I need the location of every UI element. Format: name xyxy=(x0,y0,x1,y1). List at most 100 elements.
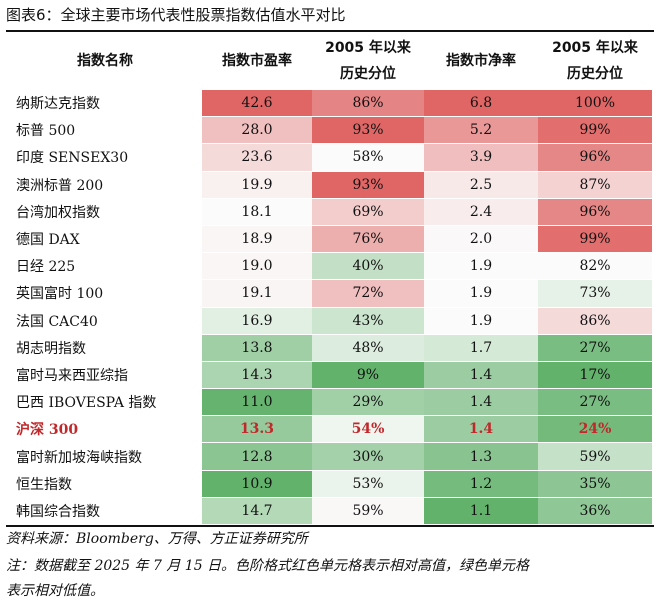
pe-percentile-cell: 72% xyxy=(312,279,424,307)
pb-percentile-cell: 36% xyxy=(538,496,652,524)
table-header: 指数名称 指数市盈率 2005 年以来 历史分位 指数市净率 2005 年以来 历史… xyxy=(8,33,652,89)
pe-percentile-cell: 58% xyxy=(312,143,424,171)
pe-percentile-cell: 30% xyxy=(312,442,424,470)
index-name-cell: 标普 500 xyxy=(8,116,202,143)
footnote-line2: 表示相对低值。 xyxy=(6,583,104,599)
pe-cell: 23.6 xyxy=(202,143,312,171)
table-title: 图表6：全球主要市场代表性股票指数估值水平对比 xyxy=(6,6,346,24)
table-row: 标普 500 28.0 93% 5.2 99% xyxy=(8,116,652,144)
index-name-cell: 英国富时 100 xyxy=(8,279,202,306)
pb-cell: 1.1 xyxy=(424,496,538,524)
pe-cell: 18.1 xyxy=(202,197,312,225)
pe-percentile-cell: 86% xyxy=(312,89,424,117)
bottom-rule xyxy=(6,525,654,527)
pe-percentile-cell: 43% xyxy=(312,306,424,334)
pb-cell: 1.2 xyxy=(424,469,538,497)
pe-percentile-cell: 40% xyxy=(312,252,424,280)
header-pb-pct-line1: 2005 年以来 xyxy=(552,40,638,56)
pb-cell: 1.9 xyxy=(424,252,538,280)
table-row: 富时马来西亚综指 14.3 9% 1.4 17% xyxy=(8,360,652,389)
table-row: 胡志明指数 13.8 48% 1.7 27% xyxy=(8,333,652,361)
index-name-cell: 纳斯达克指数 xyxy=(8,89,202,116)
pe-percentile-cell: 54% xyxy=(312,415,424,443)
pe-cell: 19.9 xyxy=(202,170,312,198)
pe-cell: 13.3 xyxy=(202,415,312,443)
pb-cell: 1.4 xyxy=(424,360,538,389)
pb-percentile-cell: 24% xyxy=(538,415,652,443)
pb-cell: 1.4 xyxy=(424,415,538,443)
pb-cell: 1.3 xyxy=(424,442,538,470)
table-row: 沪深 300 13.3 54% 1.4 24% xyxy=(8,415,652,443)
pb-percentile-cell: 99% xyxy=(538,116,652,144)
table-body: 纳斯达克指数 42.6 86% 6.8 100% 标普 500 28.0 93% 5.2 99% 印… xyxy=(8,89,652,524)
pe-percentile-cell: 9% xyxy=(312,360,424,389)
table-row: 巴西 IBOVESPA 指数 11.0 29% 1.4 27% xyxy=(8,388,652,416)
header-pe: 指数市盈率 xyxy=(222,53,292,69)
pe-cell: 42.6 xyxy=(202,89,312,117)
pb-percentile-cell: 17% xyxy=(538,360,652,389)
pb-cell: 2.4 xyxy=(424,197,538,225)
table-row: 韩国综合指数 14.7 59% 1.1 36% xyxy=(8,496,652,524)
pb-percentile-cell: 35% xyxy=(538,469,652,497)
pe-cell: 10.9 xyxy=(202,469,312,497)
pe-cell: 28.0 xyxy=(202,116,312,144)
table-row: 台湾加权指数 18.1 69% 2.4 96% xyxy=(8,197,652,225)
header-pb-percentile: 2005 年以来 历史分位 xyxy=(538,33,652,89)
header-pe-pct-line2: 历史分位 xyxy=(340,66,396,82)
pb-percentile-cell: 96% xyxy=(538,143,652,171)
source-note: 资料来源：Bloomberg、万得、方正证券研究所 xyxy=(6,531,308,547)
index-name-cell: 台湾加权指数 xyxy=(8,197,202,225)
pe-percentile-cell: 53% xyxy=(312,469,424,497)
pb-cell: 1.9 xyxy=(424,279,538,307)
pb-cell: 6.8 xyxy=(424,89,538,117)
pe-percentile-cell: 69% xyxy=(312,197,424,225)
index-name-cell: 韩国综合指数 xyxy=(8,496,202,524)
index-name-cell: 恒生指数 xyxy=(8,469,202,497)
pb-cell: 5.2 xyxy=(424,116,538,144)
pb-percentile-cell: 27% xyxy=(538,388,652,416)
pb-percentile-cell: 82% xyxy=(538,252,652,280)
pe-percentile-cell: 93% xyxy=(312,170,424,198)
header-pe-pct-line1: 2005 年以来 xyxy=(325,40,411,56)
pb-percentile-cell: 59% xyxy=(538,442,652,470)
pe-percentile-cell: 29% xyxy=(312,388,424,416)
pb-percentile-cell: 99% xyxy=(538,224,652,253)
index-name-cell: 德国 DAX xyxy=(8,224,202,252)
top-rule xyxy=(6,30,654,32)
pb-cell: 1.7 xyxy=(424,333,538,361)
pb-percentile-cell: 96% xyxy=(538,197,652,225)
pe-cell: 19.1 xyxy=(202,279,312,307)
pb-cell: 3.9 xyxy=(424,143,538,171)
pb-percentile-cell: 73% xyxy=(538,279,652,307)
pb-cell: 1.4 xyxy=(424,388,538,416)
header-name: 指数名称 xyxy=(77,53,133,69)
index-name-cell: 印度 SENSEX30 xyxy=(8,143,202,170)
pe-cell: 16.9 xyxy=(202,306,312,334)
table-row: 印度 SENSEX30 23.6 58% 3.9 96% xyxy=(8,143,652,171)
pe-cell: 18.9 xyxy=(202,224,312,253)
pe-cell: 13.8 xyxy=(202,333,312,361)
table-row: 日经 225 19.0 40% 1.9 82% xyxy=(8,252,652,280)
pe-cell: 19.0 xyxy=(202,252,312,280)
index-name-cell: 法国 CAC40 xyxy=(8,306,202,334)
pe-percentile-cell: 93% xyxy=(312,116,424,144)
pe-cell: 11.0 xyxy=(202,388,312,416)
header-pb: 指数市净率 xyxy=(446,53,516,69)
index-name-cell: 日经 225 xyxy=(8,252,202,279)
table-row: 恒生指数 10.9 53% 1.2 35% xyxy=(8,469,652,497)
index-name-cell: 富时新加坡海峡指数 xyxy=(8,442,202,469)
footnote-line1: 注：数据截至 2025 年 7 月 15 日。色阶格式红色单元格表示相对高值，绿… xyxy=(6,558,530,574)
pe-cell: 14.7 xyxy=(202,496,312,524)
table-row: 英国富时 100 19.1 72% 1.9 73% xyxy=(8,279,652,307)
table-row: 德国 DAX 18.9 76% 2.0 99% xyxy=(8,224,652,253)
pb-percentile-cell: 27% xyxy=(538,333,652,361)
header-pe-percentile: 2005 年以来 历史分位 xyxy=(312,33,424,89)
header-pb-pct-line2: 历史分位 xyxy=(567,66,623,82)
index-name-cell: 澳洲标普 200 xyxy=(8,170,202,198)
pb-cell: 1.9 xyxy=(424,306,538,334)
pb-percentile-cell: 100% xyxy=(538,89,652,117)
pe-percentile-cell: 59% xyxy=(312,496,424,524)
valuation-table: 指数名称 指数市盈率 2005 年以来 历史分位 指数市净率 2005 年以来 历史… xyxy=(8,33,652,524)
index-name-cell: 沪深 300 xyxy=(8,415,202,442)
pb-cell: 2.0 xyxy=(424,224,538,253)
